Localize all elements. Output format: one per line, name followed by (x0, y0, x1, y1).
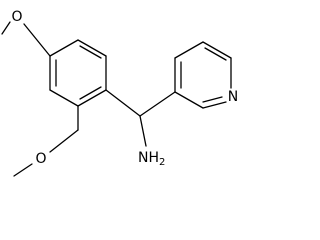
bond (13, 163, 33, 177)
double-bond (204, 47, 227, 61)
bonds (1, 21, 232, 177)
bond (174, 41, 204, 59)
bond (49, 39, 79, 57)
bond (105, 89, 141, 117)
page: O O NH2 N (() => { const data = JSON.par… (1, 9, 239, 177)
atom-label: NH2 (138, 150, 165, 168)
molecule: O O NH2 N (1, 9, 238, 177)
bond (77, 89, 107, 107)
bond (49, 129, 79, 153)
bond (139, 115, 147, 147)
bond (1, 21, 11, 35)
bond (139, 91, 176, 117)
atom-subscript: 2 (159, 157, 165, 168)
atom-label: O (11, 9, 22, 25)
atom-label: N (228, 89, 238, 105)
atom-label: O (35, 151, 46, 167)
bond (77, 39, 107, 57)
bond (49, 89, 79, 107)
double-bond (79, 86, 102, 100)
bond (202, 101, 227, 109)
double-bond (202, 96, 223, 103)
double-bond (79, 45, 102, 59)
bond (23, 23, 51, 57)
atom-label: NH (138, 150, 159, 166)
bond (202, 41, 232, 59)
bond (174, 91, 204, 109)
